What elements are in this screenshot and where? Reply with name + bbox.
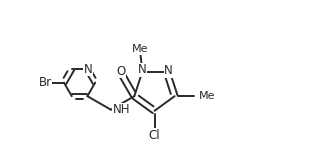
Text: Me: Me bbox=[132, 44, 149, 54]
Text: Cl: Cl bbox=[149, 129, 160, 142]
Text: Me: Me bbox=[199, 91, 216, 101]
Text: N: N bbox=[138, 63, 146, 76]
Text: O: O bbox=[116, 65, 125, 78]
Text: N: N bbox=[84, 63, 92, 76]
Text: Br: Br bbox=[38, 76, 52, 89]
Text: N: N bbox=[164, 64, 173, 77]
Text: NH: NH bbox=[113, 103, 130, 116]
